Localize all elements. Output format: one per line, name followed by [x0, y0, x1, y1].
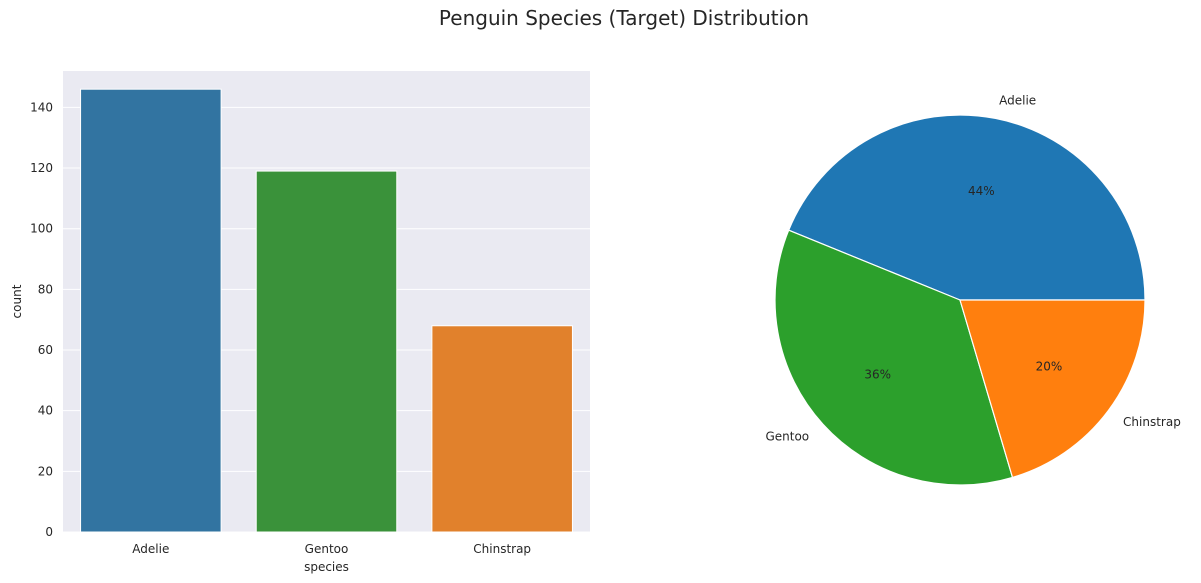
pie-category-label: Chinstrap	[1123, 415, 1181, 429]
pie-percent-label: 36%	[864, 368, 891, 382]
y-axis-label: count	[10, 284, 24, 318]
y-tick-label: 20	[38, 464, 53, 478]
y-tick-label: 120	[30, 161, 53, 175]
pie-slice-adelie	[787, 114, 1146, 301]
pie-percent-label: 20%	[1036, 359, 1063, 373]
x-tick-label: Adelie	[132, 542, 169, 556]
bar-adelie	[80, 88, 222, 533]
x-tick-label: Gentoo	[305, 542, 349, 556]
pie-percent-label: 44%	[968, 184, 995, 198]
bar-chinstrap	[431, 325, 573, 533]
y-tick-label: 140	[30, 100, 53, 114]
pie-slice-chinstrap	[959, 299, 1146, 479]
pie-category-label: Adelie	[999, 93, 1036, 107]
x-axis-label: species	[304, 560, 349, 574]
y-tick-label: 0	[45, 525, 53, 539]
bar-gentoo	[255, 170, 398, 533]
y-tick-label: 60	[38, 343, 53, 357]
y-tick-label: 100	[30, 222, 53, 236]
y-tick-label: 80	[38, 282, 53, 296]
figure-title: Penguin Species (Target) Distribution	[438, 6, 810, 30]
pie-slice-gentoo	[774, 229, 1014, 486]
pie-category-label: Gentoo	[765, 430, 809, 444]
x-tick-label: Chinstrap	[473, 542, 531, 556]
y-tick-label: 40	[38, 404, 53, 418]
